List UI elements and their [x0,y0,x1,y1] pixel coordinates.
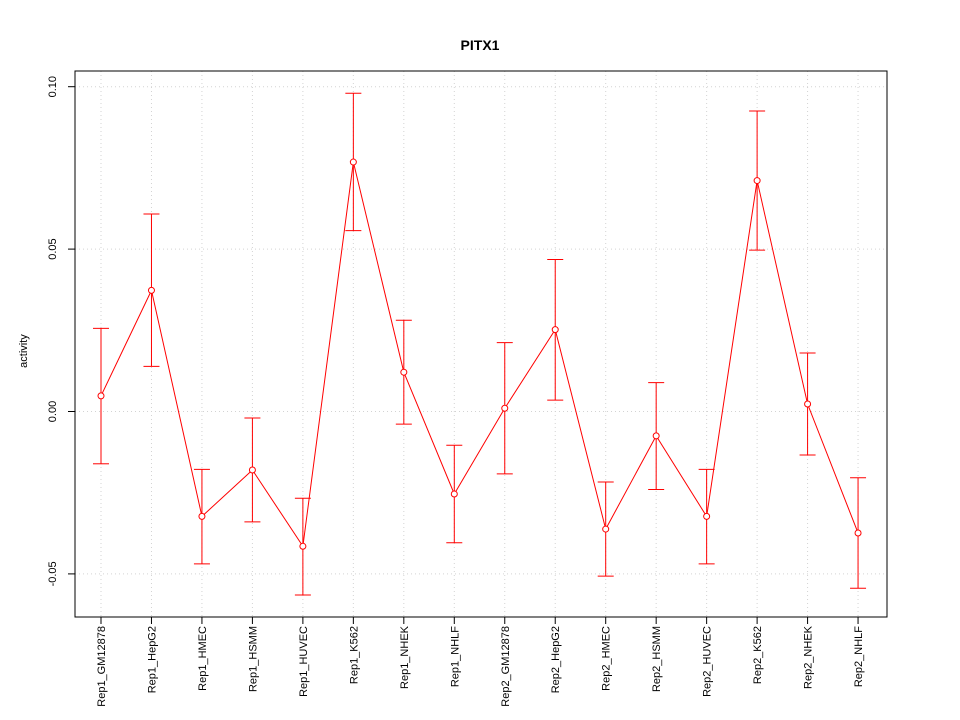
data-point [299,542,307,550]
x-tick-label: Rep2_NHLF [853,626,865,687]
data-point [551,326,559,334]
data-point [400,368,408,376]
x-tick-label: Rep2_HUVEC [702,626,714,697]
x-tick-label: Rep1_K562 [348,626,360,684]
x-tick-label: Rep1_HMEC [197,626,209,691]
data-point [501,404,509,412]
data-point [198,512,206,520]
x-tick-label: Rep1_NHEK [399,625,411,689]
series-layer [93,92,867,596]
data-point [703,512,711,520]
y-tick-label: 0.05 [47,238,59,259]
x-tick-label: Rep2_HSMM [651,626,663,692]
data-point [248,466,256,474]
series-line [100,161,859,548]
data-point [349,158,357,166]
data-point [450,490,458,498]
y-tick-label: 0.00 [47,401,59,422]
x-tick-label: Rep1_GM12878 [96,626,108,707]
data-point [652,432,660,440]
x-tick-label: Rep1_NHLF [449,626,461,687]
data-point [147,286,155,294]
x-tick-label: Rep1_HUVEC [298,626,310,697]
data-point [602,525,610,533]
x-tick-label: Rep2_HepG2 [550,626,562,693]
x-tick-label: Rep2_NHEK [803,625,815,689]
chart-title: PITX1 [461,37,500,53]
y-tick-label: -0.05 [47,561,59,586]
x-tick-label: Rep2_K562 [752,626,764,684]
y-axis-label: activity [18,334,30,368]
x-tick-label: Rep1_HSMM [247,626,259,692]
x-tick-label: Rep2_HMEC [601,626,613,691]
grid [75,71,887,617]
data-point [804,400,812,408]
data-point [854,529,862,537]
plot-frame [74,70,888,618]
data-point [753,177,761,185]
y-tick-label: 0.10 [47,76,59,97]
x-tick-label: Rep2_GM12878 [500,626,512,707]
data-point [97,392,105,400]
x-tick-label: Rep1_HepG2 [146,626,158,693]
axes: -0.05 0.00 0.05 0.10 Rep1_GM12878 Rep1_HepG2 R… [47,76,865,707]
